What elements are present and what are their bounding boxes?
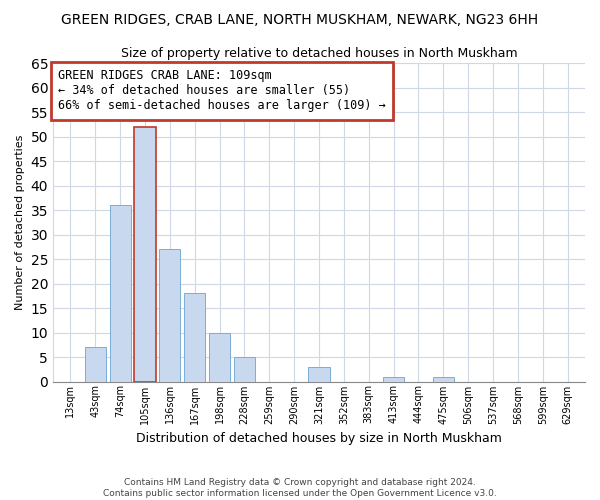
Bar [160, 249, 181, 382]
Text: Contains HM Land Registry data © Crown copyright and database right 2024.
Contai: Contains HM Land Registry data © Crown c… [103, 478, 497, 498]
Text: GREEN RIDGES CRAB LANE: 109sqm
← 34% of detached houses are smaller (55)
66% of : GREEN RIDGES CRAB LANE: 109sqm ← 34% of … [58, 70, 386, 112]
Bar [209, 332, 230, 382]
Y-axis label: Number of detached properties: Number of detached properties [15, 134, 25, 310]
Bar [383, 376, 404, 382]
Bar [433, 376, 454, 382]
Text: GREEN RIDGES, CRAB LANE, NORTH MUSKHAM, NEWARK, NG23 6HH: GREEN RIDGES, CRAB LANE, NORTH MUSKHAM, … [61, 12, 539, 26]
Bar [85, 347, 106, 382]
Bar [134, 126, 155, 382]
Title: Size of property relative to detached houses in North Muskham: Size of property relative to detached ho… [121, 48, 517, 60]
Bar [184, 294, 205, 382]
Bar [110, 205, 131, 382]
Bar [308, 367, 329, 382]
X-axis label: Distribution of detached houses by size in North Muskham: Distribution of detached houses by size … [136, 432, 502, 445]
Bar [234, 357, 255, 382]
